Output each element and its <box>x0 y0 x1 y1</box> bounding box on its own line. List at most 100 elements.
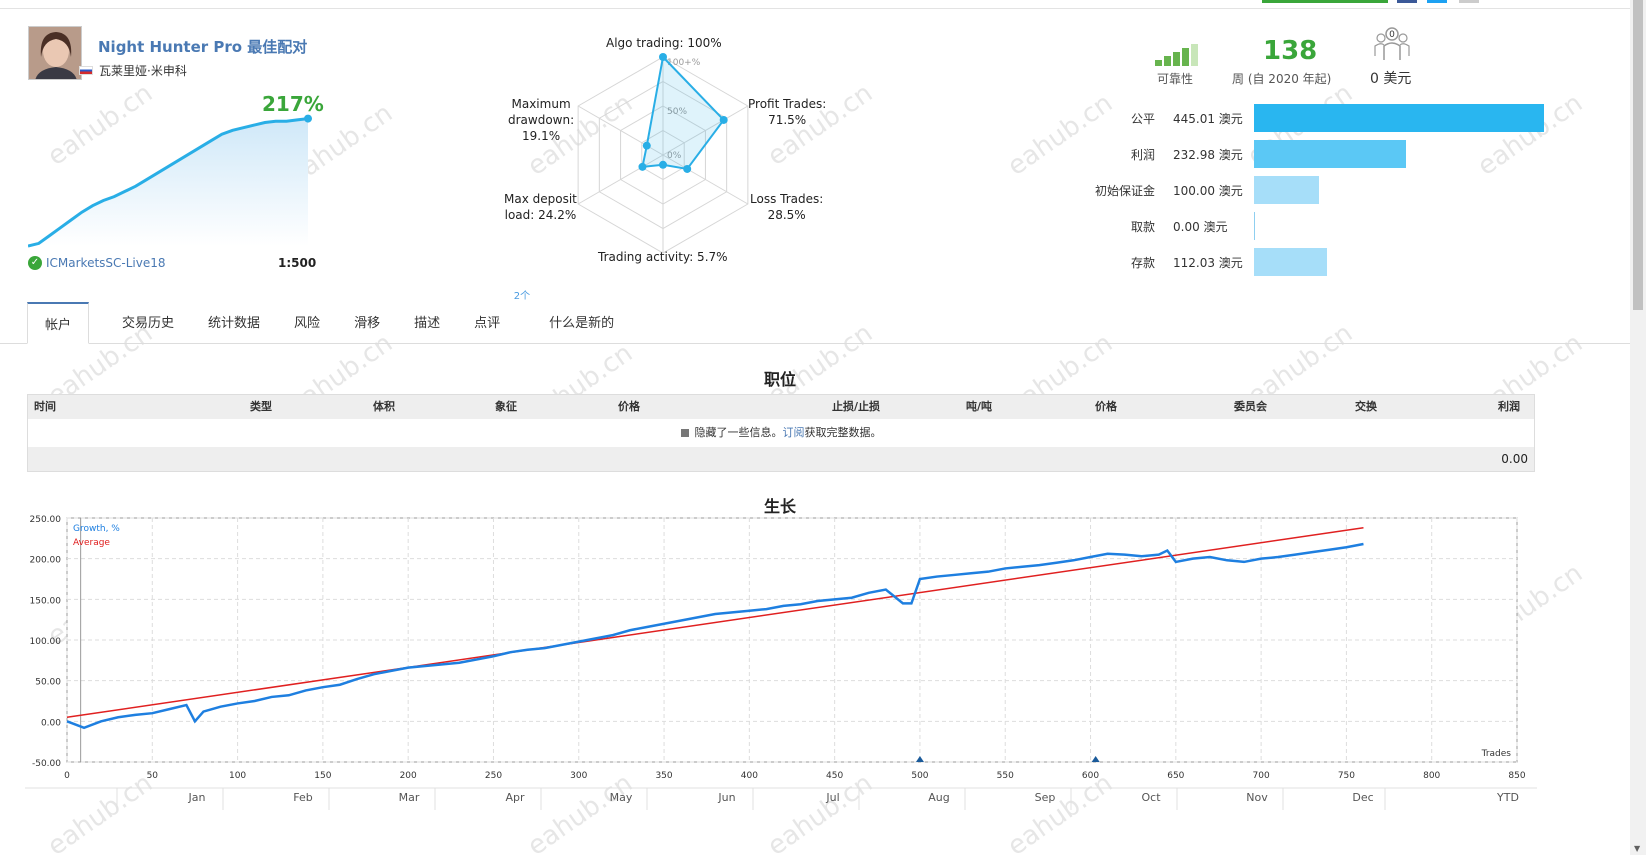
balance-bar <box>1254 176 1320 204</box>
balance-value: 100.00 澳元 <box>1173 184 1243 198</box>
month-label[interactable]: Dec <box>1352 791 1373 804</box>
x-tick-label: 500 <box>911 771 928 781</box>
month-label[interactable]: Jan <box>188 791 206 804</box>
growth-title: 生长 <box>764 497 797 516</box>
positions-total-row: 0.00 <box>28 447 1534 471</box>
radar-spoke <box>662 105 749 156</box>
col-swap[interactable]: 交换 <box>1355 400 1377 413</box>
tab-label: 帐户 <box>45 318 72 333</box>
month-label[interactable]: Jun <box>717 791 735 804</box>
hidden-info-text: 隐藏了一些信息。 <box>694 426 783 439</box>
x-tick-label: 700 <box>1253 771 1270 781</box>
legend-average: Average <box>73 538 110 548</box>
month-label[interactable]: Mar <box>399 791 420 804</box>
y-tick-label: 0.00 <box>41 718 61 728</box>
col-price[interactable]: 价格 <box>618 400 640 413</box>
month-label[interactable]: Nov <box>1246 791 1268 804</box>
author-avatar[interactable] <box>28 26 82 80</box>
deposit-marker-icon[interactable] <box>1091 756 1100 762</box>
tab-account[interactable]: 帐户 <box>27 302 90 344</box>
x-tick-label: 100 <box>229 771 246 781</box>
subscribe-button-edge[interactable] <box>1262 0 1388 3</box>
month-label[interactable]: Feb <box>293 791 312 804</box>
month-label[interactable]: Apr <box>505 791 525 804</box>
share-facebook-button[interactable] <box>1397 0 1417 3</box>
growth-percent: 217% <box>262 92 324 116</box>
leverage-value: 1:500 <box>278 256 317 270</box>
positions-title: 职位 <box>764 370 797 389</box>
signal-name-link[interactable]: Night Hunter Pro 最佳配对 <box>98 38 308 56</box>
broker-line[interactable]: ✓ ICMarketsSC-Live18 <box>28 256 166 270</box>
author-line: 瓦莱里娅·米申科 <box>79 62 187 79</box>
legend-growth: Growth, % <box>73 524 120 534</box>
tab-label: 什么是新的 <box>549 316 615 331</box>
x-tick-label: 600 <box>1082 771 1099 781</box>
month-label[interactable]: May <box>610 791 633 804</box>
balance-value: 232.98 澳元 <box>1173 148 1243 162</box>
tab-label: 点评 <box>474 316 501 331</box>
balance-row-equity: 公平 445.01 澳元 <box>1040 104 1550 132</box>
y-tick-label: 200.00 <box>30 556 62 566</box>
month-label[interactable]: Sep <box>1035 791 1056 804</box>
subscribers-icon: 0 <box>1374 27 1410 60</box>
col-price-current[interactable]: 价格 <box>1095 400 1117 413</box>
month-label[interactable]: YTD <box>1496 791 1519 804</box>
x-tick-label: 150 <box>314 771 331 781</box>
balance-label: 取款 <box>1130 220 1155 234</box>
radar-scale-label: 100+% <box>667 58 701 68</box>
balance-value: 445.01 澳元 <box>1173 112 1243 126</box>
tab-reviews[interactable]: 点评 2个 <box>457 291 532 344</box>
radar-area <box>641 54 725 171</box>
y-tick-label: 50.00 <box>35 678 61 688</box>
verified-check-icon: ✓ <box>28 256 42 270</box>
radar-spoke <box>662 154 749 205</box>
x-tick-label: 550 <box>997 771 1014 781</box>
col-commission[interactable]: 委员会 <box>1234 400 1267 413</box>
col-time[interactable]: 时间 <box>34 400 56 413</box>
tab-bar: 帐户 交易历史 统计数据 风险 滑移 描述 点评 2个 什么是新的 <box>27 291 631 344</box>
balance-row-profit: 利润 232.98 澳元 <box>1040 140 1550 168</box>
broker-server[interactable]: ICMarketsSC-Live18 <box>46 256 166 270</box>
share-twitter-button[interactable] <box>1427 0 1447 3</box>
month-label[interactable]: Aug <box>928 791 949 804</box>
col-sl-tp[interactable]: 止损/止损 <box>831 400 880 413</box>
balance-label: 利润 <box>1130 148 1155 162</box>
tab-whats-new[interactable]: 什么是新的 <box>532 302 631 344</box>
radar-label-activity: Trading activity: 5.7% <box>598 250 728 264</box>
reliability-bars-icon <box>1155 44 1198 66</box>
x-tick-label: 0 <box>64 771 70 781</box>
subscribe-link[interactable]: 订阅 <box>782 426 805 439</box>
month-label[interactable]: Oct <box>1141 791 1161 804</box>
y-tick-label: 150.00 <box>30 596 62 606</box>
scrollbar-thumb[interactable] <box>1633 0 1643 310</box>
weeks-label: 周 (自 2020 年起) <box>1232 72 1332 86</box>
tab-trade-history[interactable]: 交易历史 <box>89 302 191 344</box>
col-symbol[interactable]: 象征 <box>495 400 517 413</box>
balance-label: 初始保证金 <box>1094 184 1155 198</box>
x-tick-label: 400 <box>741 771 758 781</box>
col-tp[interactable]: 吨/吨 <box>965 400 992 413</box>
radar-point <box>659 160 667 169</box>
author-name[interactable]: 瓦莱里娅·米申科 <box>99 64 187 78</box>
deposit-marker-icon[interactable] <box>915 756 924 762</box>
scroll-down-arrow-icon[interactable]: ▼ <box>1634 844 1641 853</box>
subscription-price: 0 美元 <box>1370 71 1412 87</box>
tab-slippage[interactable]: 滑移 <box>337 302 397 344</box>
month-label[interactable]: Jul <box>825 791 839 804</box>
hidden-info-text2: 获取完整数据。 <box>804 426 882 439</box>
page-scrollbar[interactable]: ▼ <box>1630 0 1646 855</box>
col-profit[interactable]: 利润 <box>1498 400 1520 413</box>
x-tick-label: 300 <box>570 771 587 781</box>
col-volume[interactable]: 体积 <box>373 400 395 413</box>
tab-risks[interactable]: 风险 <box>277 302 337 344</box>
col-type[interactable]: 类型 <box>250 400 272 413</box>
tab-description[interactable]: 描述 <box>397 302 457 344</box>
radar-point <box>659 53 667 61</box>
tab-statistics[interactable]: 统计数据 <box>191 302 277 344</box>
radar-point <box>683 164 692 173</box>
weeks-count: 138 <box>1263 36 1318 66</box>
x-tick-label: 450 <box>826 771 843 781</box>
y-tick-label: 100.00 <box>30 637 62 647</box>
share-more-button[interactable] <box>1459 0 1479 3</box>
